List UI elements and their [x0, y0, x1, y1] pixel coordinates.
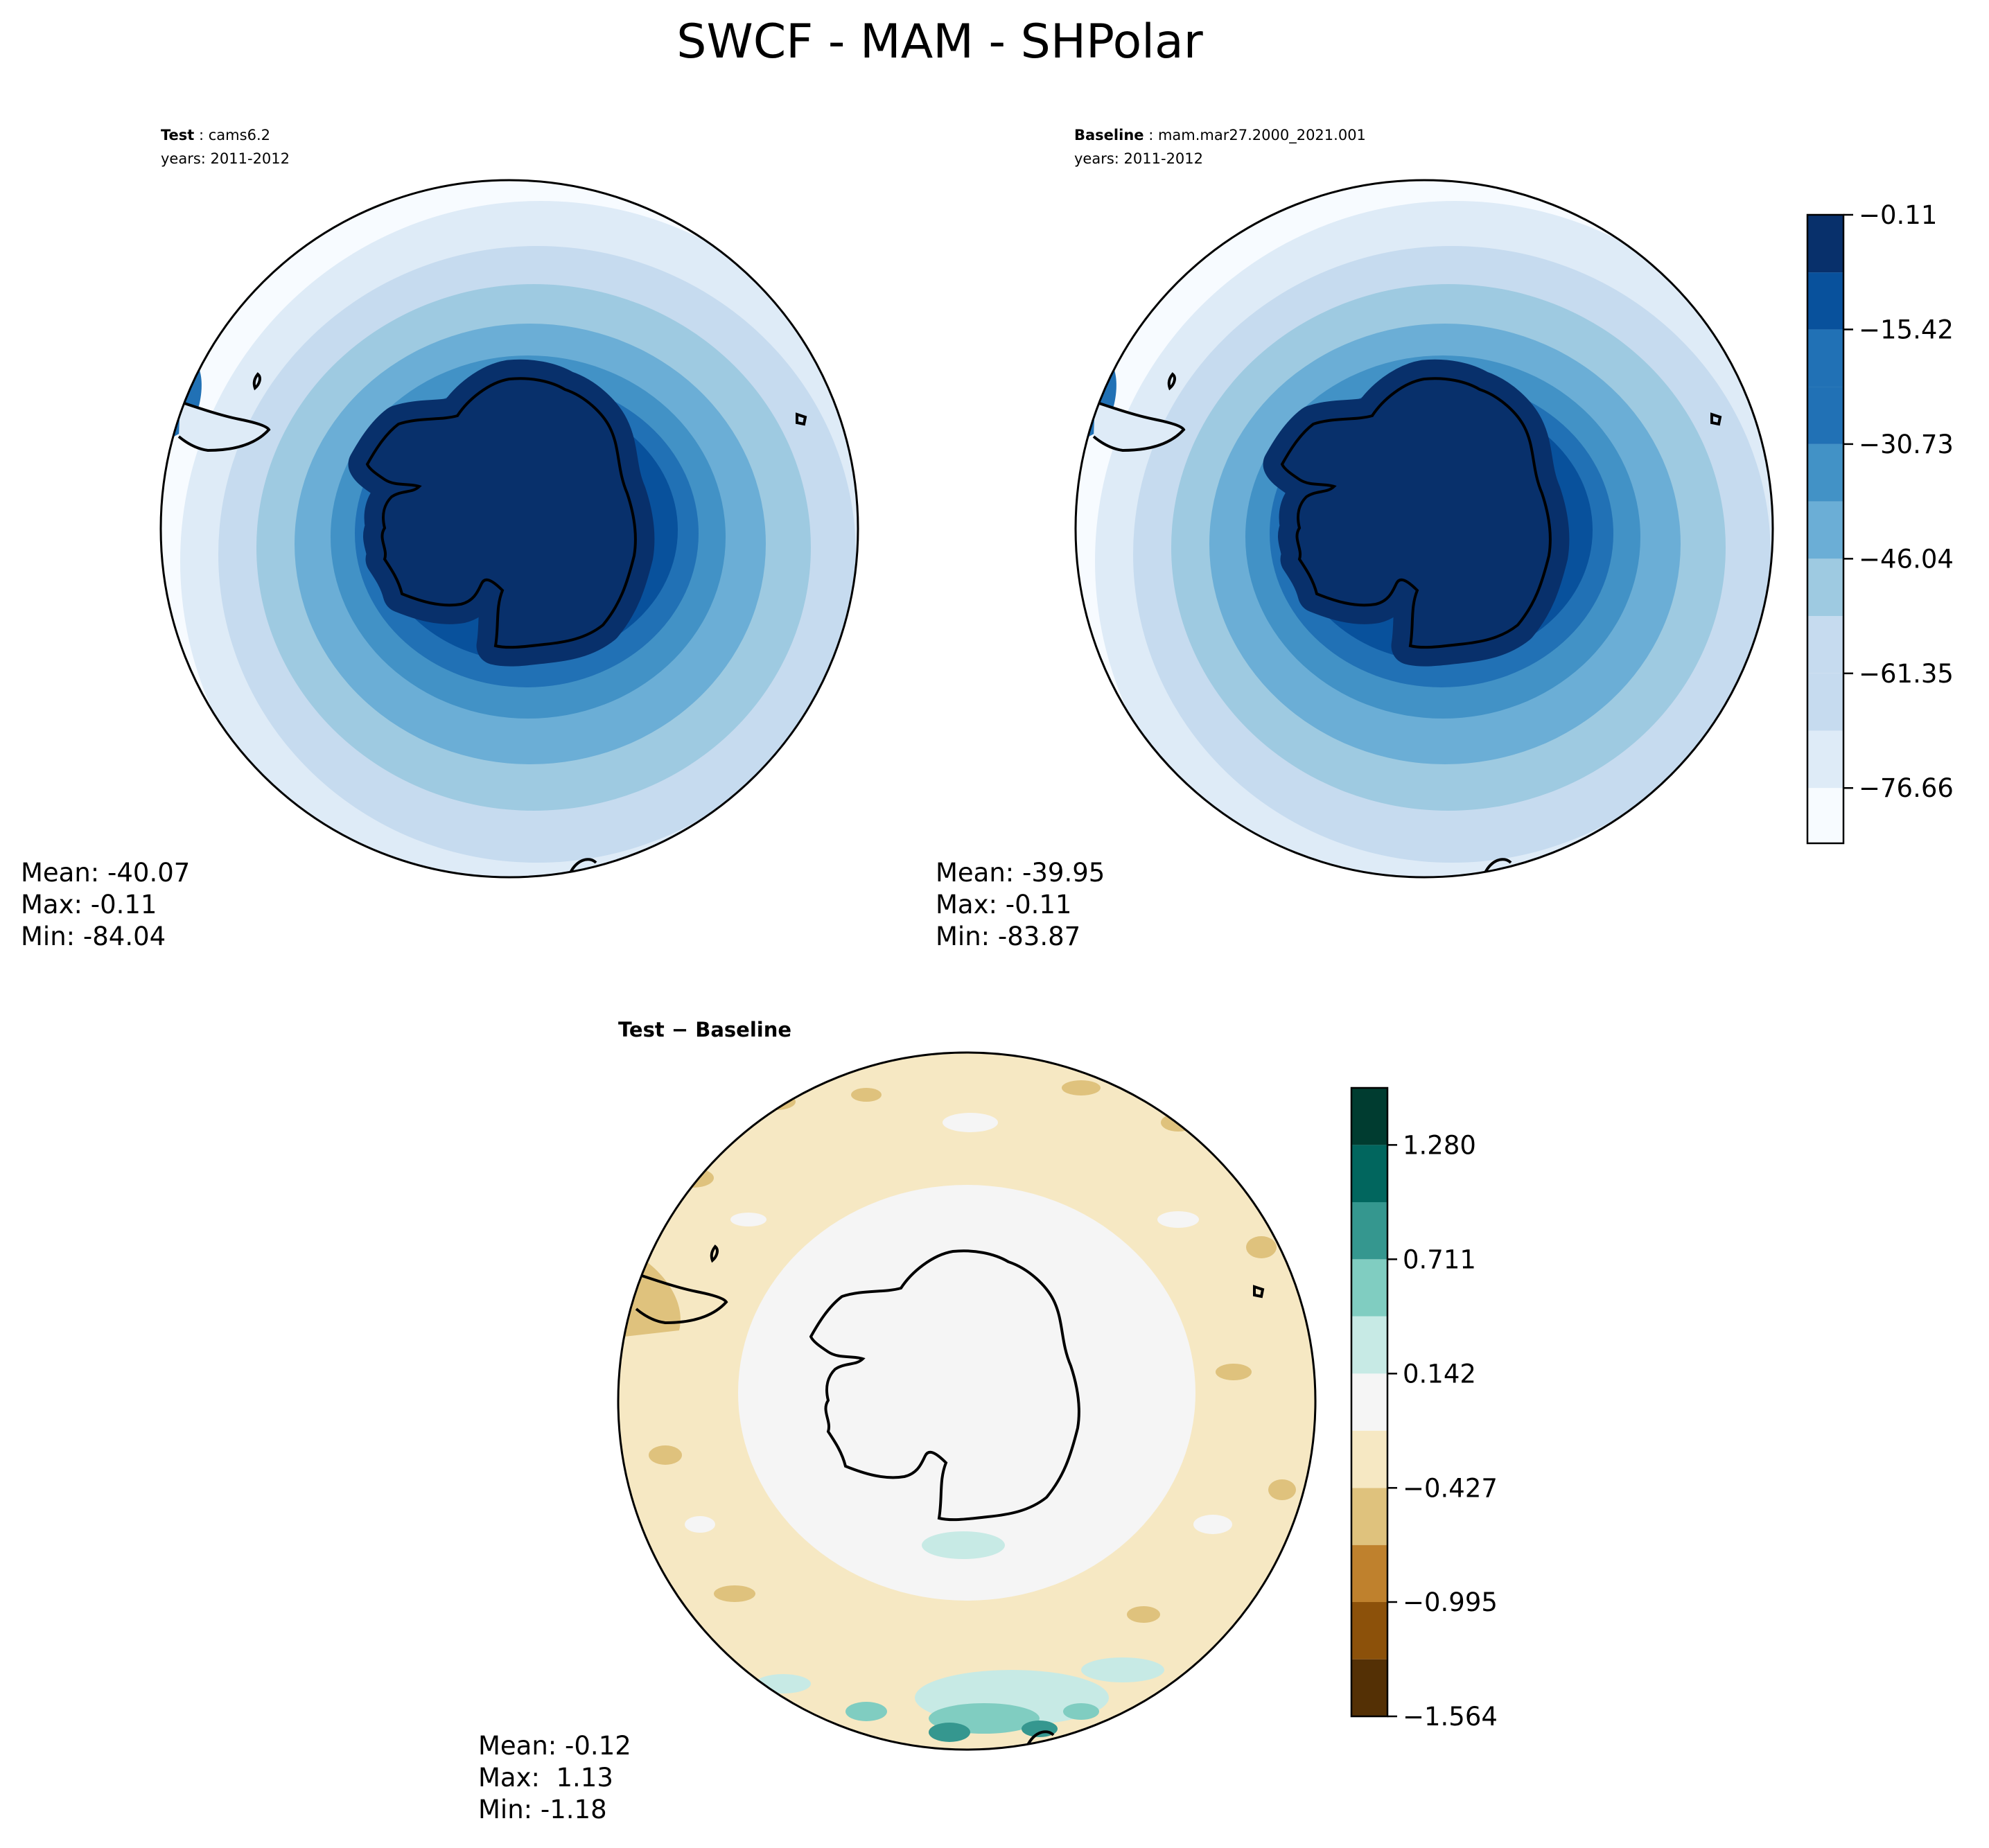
colorbar-top-segment [1807, 272, 1843, 330]
baseline-name: mam.mar27.2000_2021.001 [1158, 127, 1366, 144]
test-label: Test [161, 127, 194, 143]
colorbar-bottom-segment [1351, 1202, 1387, 1260]
colorbar-top-segment [1807, 387, 1843, 444]
baseline-map [1076, 180, 1773, 877]
colorbar-top-segment [1807, 616, 1843, 674]
colorbar-bottom-tick-label: 0.142 [1403, 1359, 1476, 1389]
colorbar-bottom-segment [1351, 1259, 1387, 1317]
test-name: cams6.2 [209, 127, 270, 143]
baseline-mean: Mean: -39.95 [936, 858, 1105, 888]
diff-min: Min: -1.18 [478, 1795, 607, 1824]
colorbar-top: −0.11 −15.42 −30.73 −46.04 −61.35 −76.66 [1806, 200, 1954, 845]
test-min: Min: -84.04 [21, 922, 166, 951]
baseline-years: years: 2011-2012 [1074, 150, 1203, 167]
diff-map-border [617, 1051, 1317, 1751]
colorbar-top-segment [1807, 215, 1843, 273]
colorbar-bottom-segment [1351, 1430, 1387, 1488]
panel-test-heading: Test : cams6.2 [161, 127, 270, 143]
colorbar-bottom: 1.280 0.711 0.142 −0.427 −0.995 −1.564 [1350, 1086, 1498, 1732]
colorbar-bottom-tick-label: 1.280 [1403, 1130, 1476, 1160]
diff-map [618, 1053, 1315, 1750]
baseline-min: Min: -83.87 [936, 922, 1080, 951]
baseline-map-border [1074, 179, 1774, 879]
panel-test: Test : cams6.2 years: 2011-2012 Mean: -4… [21, 127, 859, 951]
test-map [161, 180, 858, 877]
panel-baseline-heading: Baseline : mam.mar27.2000_2021.001 [1074, 127, 1366, 144]
baseline-max: Max: -0.11 [936, 890, 1071, 919]
colorbar-bottom-segment [1351, 1088, 1387, 1145]
colorbar-bottom-segment [1351, 1488, 1387, 1545]
colorbar-bottom-tick-label: −0.995 [1403, 1587, 1498, 1617]
panel-baseline: Baseline : mam.mar27.2000_2021.001 years… [936, 127, 1774, 951]
colorbar-bottom-segment [1351, 1316, 1387, 1374]
baseline-label: Baseline [1074, 127, 1144, 143]
colorbar-top-segment [1807, 788, 1843, 843]
colorbar-bottom-tick-label: −0.427 [1403, 1473, 1498, 1503]
colorbar-bottom-segment [1351, 1373, 1387, 1431]
colorbar-bottom-segment [1351, 1659, 1387, 1716]
test-years: years: 2011-2012 [161, 150, 290, 167]
colorbar-bottom-segment [1351, 1545, 1387, 1603]
colorbar-bottom-tick-label: 0.711 [1403, 1244, 1476, 1274]
colorbar-top-frame [1806, 213, 1845, 845]
colorbar-top-tick-label: −46.04 [1859, 544, 1954, 574]
diff-mean: Mean: -0.12 [478, 1731, 631, 1761]
colorbar-top-tick-label: −76.66 [1859, 773, 1954, 803]
test-mean: Mean: -40.07 [21, 858, 190, 888]
colorbar-top-segment [1807, 501, 1843, 559]
test-map-border [159, 179, 859, 879]
test-max: Max: -0.11 [21, 890, 157, 919]
colorbar-bottom-frame [1350, 1086, 1389, 1718]
panel-diff: Test − Baseline [478, 1018, 1317, 1824]
colorbar-bottom-tick-label: −1.564 [1403, 1702, 1498, 1732]
colorbar-top-segment [1807, 558, 1843, 617]
colorbar-top-segment [1807, 329, 1843, 387]
colorbar-top-segment [1807, 443, 1843, 502]
colorbar-top-tick-label: −15.42 [1859, 315, 1954, 344]
figure-title: SWCF - MAM - SHPolar [676, 15, 1202, 69]
colorbar-top-segment [1807, 730, 1843, 789]
colorbar-top-segment [1807, 673, 1843, 731]
colorbar-top-tick-label: −30.73 [1859, 430, 1954, 459]
diff-title: Test − Baseline [618, 1018, 791, 1041]
colorbar-bottom-segment [1351, 1145, 1387, 1202]
diff-max: Max: 1.13 [478, 1763, 613, 1793]
colorbar-top-tick-label: −61.35 [1859, 659, 1954, 689]
colorbar-top-tick-label: −0.11 [1859, 200, 1937, 230]
colorbar-bottom-segment [1351, 1602, 1387, 1660]
